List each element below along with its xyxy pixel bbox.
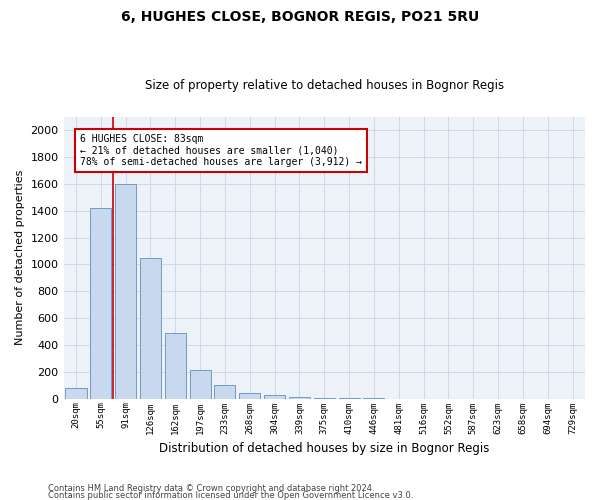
Bar — [140, 258, 161, 398]
Bar — [90, 208, 112, 398]
Bar — [165, 333, 186, 398]
Y-axis label: Number of detached properties: Number of detached properties — [15, 170, 25, 346]
Bar — [289, 396, 310, 398]
Text: Contains public sector information licensed under the Open Government Licence v3: Contains public sector information licen… — [48, 492, 413, 500]
Bar — [214, 384, 235, 398]
Bar — [115, 184, 136, 398]
Text: 6, HUGHES CLOSE, BOGNOR REGIS, PO21 5RU: 6, HUGHES CLOSE, BOGNOR REGIS, PO21 5RU — [121, 10, 479, 24]
Bar — [239, 394, 260, 398]
Bar — [264, 394, 285, 398]
Text: Contains HM Land Registry data © Crown copyright and database right 2024.: Contains HM Land Registry data © Crown c… — [48, 484, 374, 493]
Title: Size of property relative to detached houses in Bognor Regis: Size of property relative to detached ho… — [145, 79, 504, 92]
Bar — [65, 388, 86, 398]
Bar — [190, 370, 211, 398]
X-axis label: Distribution of detached houses by size in Bognor Regis: Distribution of detached houses by size … — [159, 442, 490, 455]
Text: 6 HUGHES CLOSE: 83sqm
← 21% of detached houses are smaller (1,040)
78% of semi-d: 6 HUGHES CLOSE: 83sqm ← 21% of detached … — [80, 134, 362, 168]
